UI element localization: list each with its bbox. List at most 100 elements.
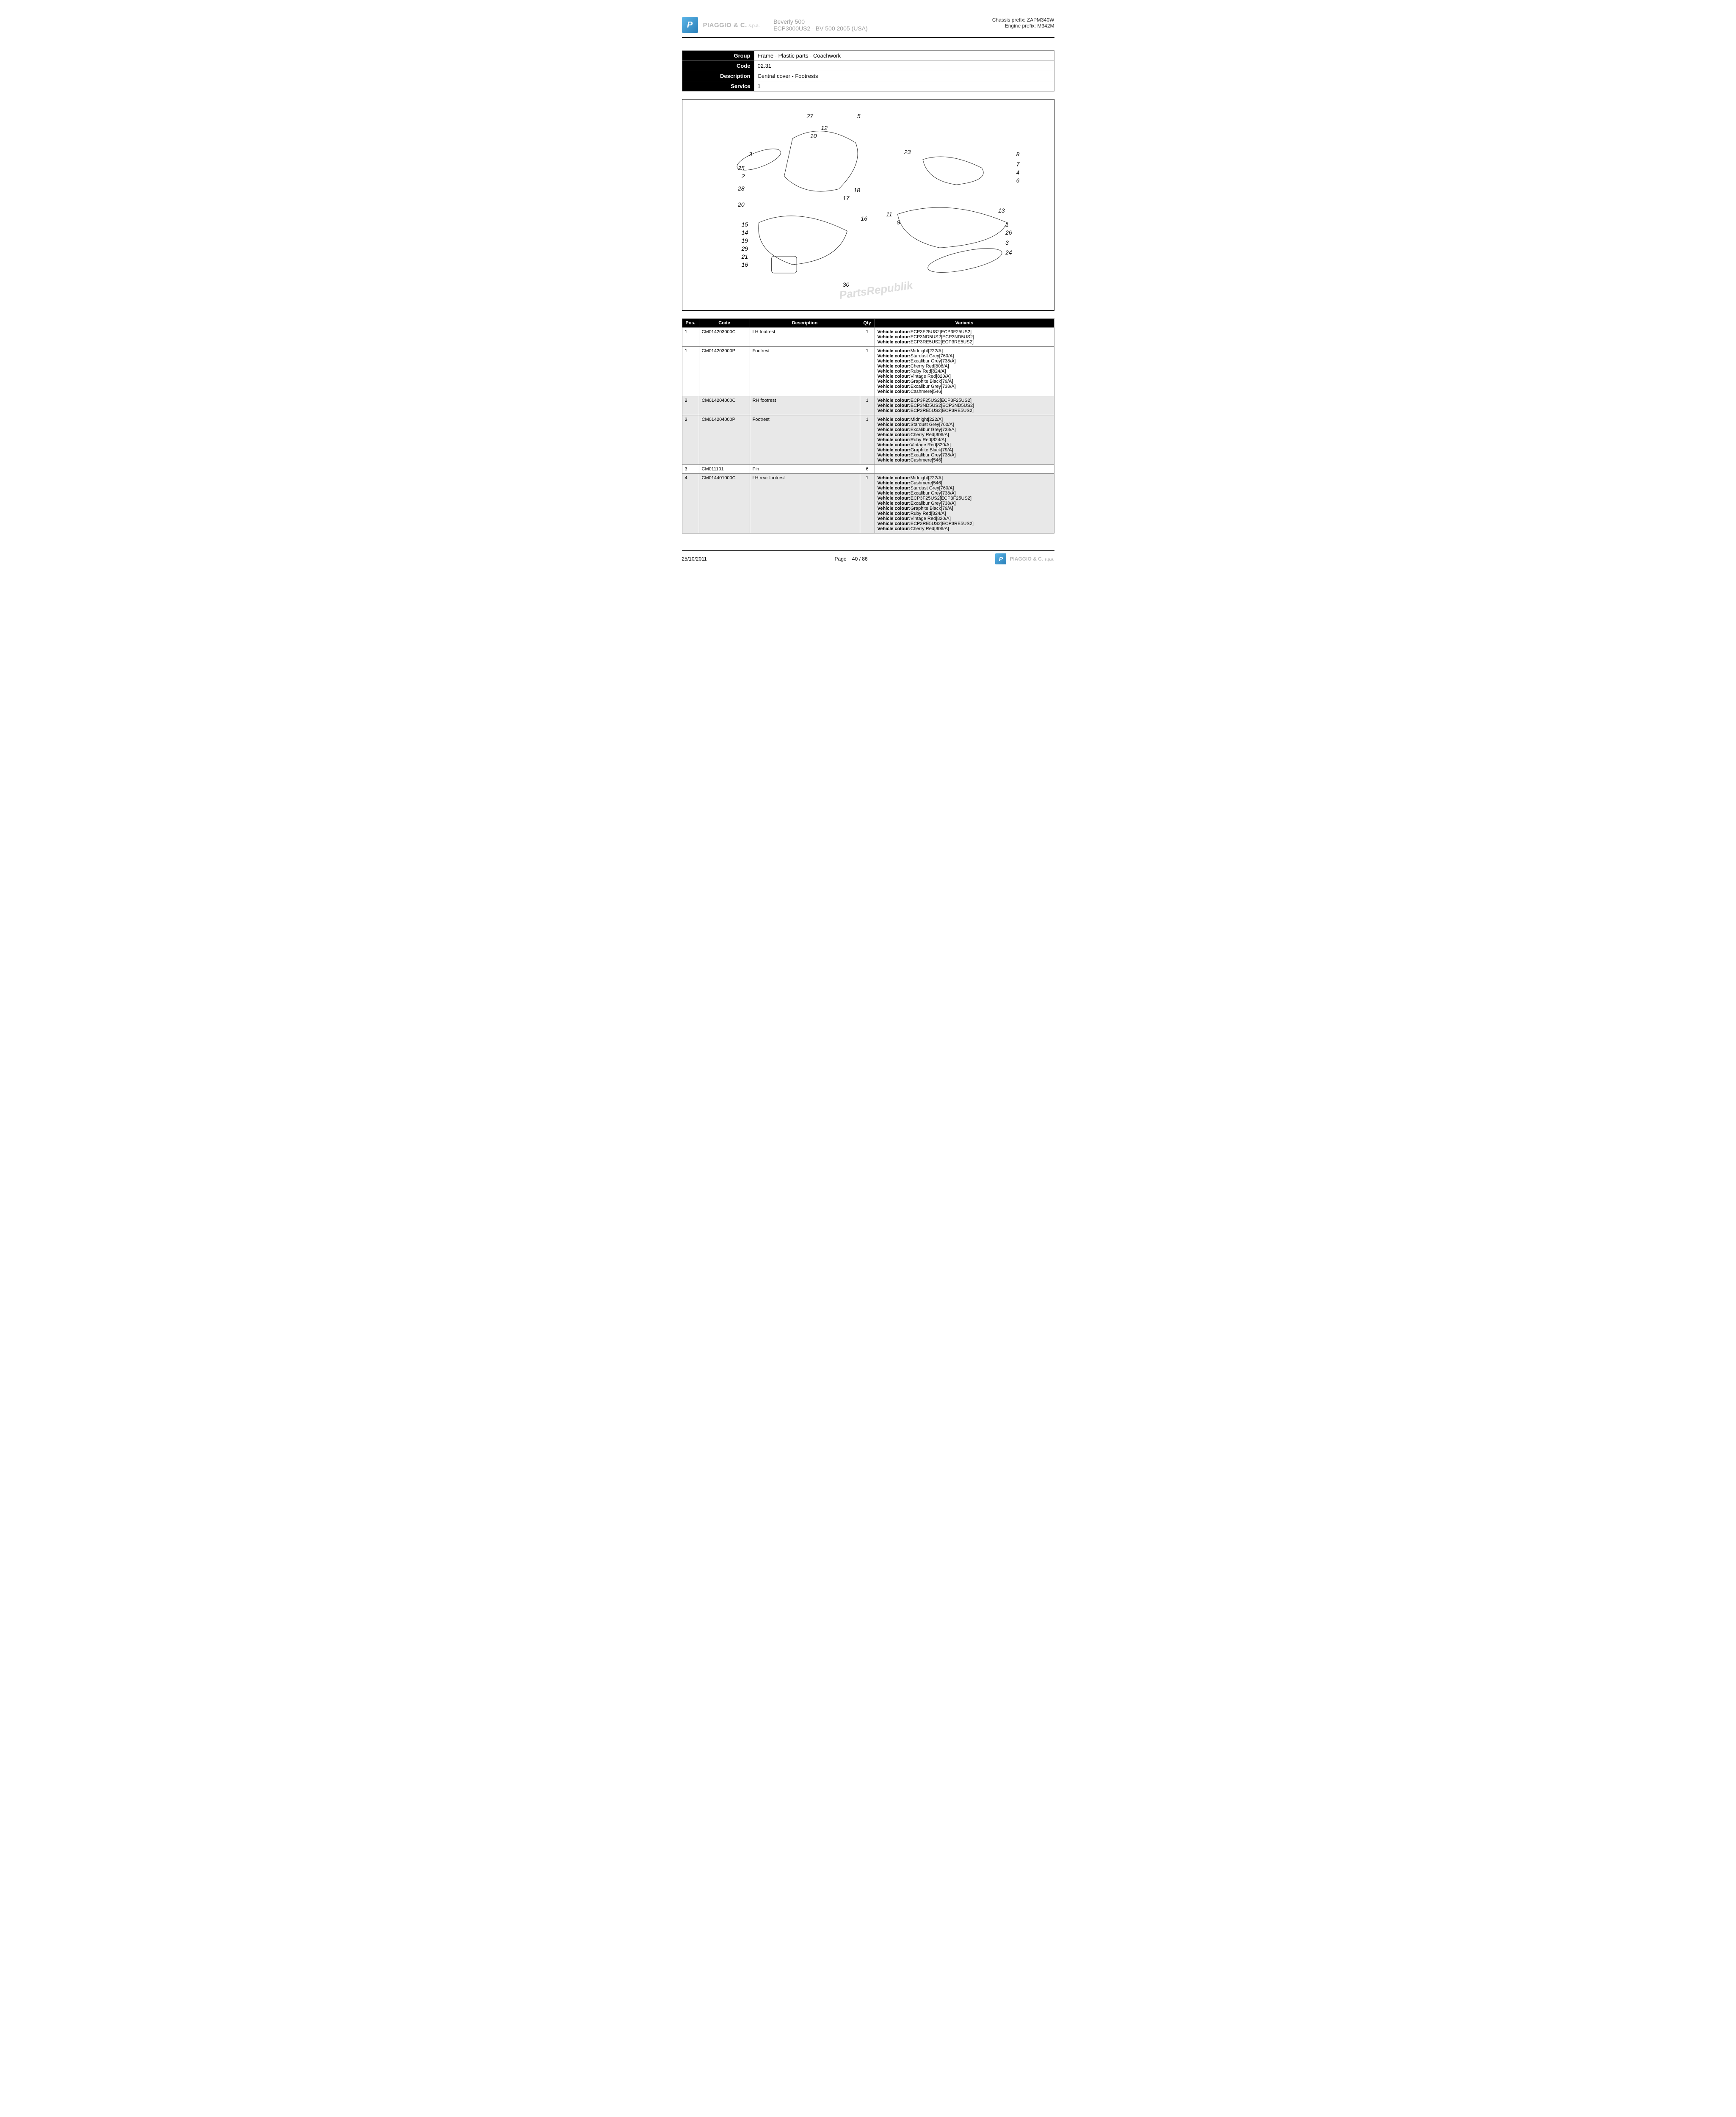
variant-value: Excalibur Grey[738/A] — [911, 384, 956, 389]
variant-key: Vehicle colour: — [878, 384, 911, 389]
engine-prefix-value: M342M — [1037, 23, 1054, 29]
variant-value: ECP3F25US2[ECP3F25US2] — [911, 496, 971, 501]
variant-key: Vehicle colour: — [878, 334, 911, 340]
variant-key: Vehicle colour: — [878, 398, 911, 403]
diagram-callout: 11 — [886, 211, 892, 218]
info-row-group: Group Frame - Plastic parts - Coachwork — [682, 51, 1054, 61]
variant-line: Vehicle colour:Excalibur Grey[738/A] — [878, 501, 1052, 506]
variant-key: Vehicle colour: — [878, 369, 911, 374]
variant-key: Vehicle colour: — [878, 486, 911, 491]
cell-code: CM014204000P — [699, 415, 750, 465]
cell-description: Footrest — [750, 347, 860, 396]
cell-pos: 3 — [682, 465, 699, 474]
variant-key: Vehicle colour: — [878, 458, 911, 463]
variant-value: Midnight[222/A] — [911, 475, 943, 481]
variant-line: Vehicle colour:Excalibur Grey[738/A] — [878, 359, 1052, 364]
cell-qty: 1 — [860, 396, 875, 415]
variant-key: Vehicle colour: — [878, 417, 911, 422]
variant-value: ECP3RE5US2[ECP3RE5US2] — [911, 340, 974, 345]
variant-line: Vehicle colour:Vintage Red[820/A] — [878, 516, 1052, 521]
variant-key: Vehicle colour: — [878, 432, 911, 437]
variant-value: Graphite Black[79/A] — [911, 506, 953, 511]
model-name: Beverly 500 — [773, 18, 868, 25]
table-row: 3CM011101Pin6 — [682, 465, 1054, 474]
diagram-callout: 20 — [738, 201, 745, 208]
variant-line: Vehicle colour:Vintage Red[820/A] — [878, 442, 1052, 448]
variant-value: Ruby Red[824/A] — [911, 369, 946, 374]
cell-variants: Vehicle colour:Midnight[222/A]Vehicle co… — [875, 415, 1054, 465]
variant-value: Ruby Red[824/A] — [911, 437, 946, 442]
variant-value: Excalibur Grey[738/A] — [911, 501, 956, 506]
diagram-callout: 2 — [742, 173, 745, 180]
cell-description: RH footrest — [750, 396, 860, 415]
variant-value: Cashmere[546] — [911, 389, 942, 394]
model-block: Beverly 500 ECP3000US2 - BV 500 2005 (US… — [773, 18, 868, 32]
diagram-callout: 30 — [843, 281, 850, 288]
diagram-callout: 14 — [742, 229, 748, 236]
parts-table-head: Pos. Code Description Qty Variants — [682, 319, 1054, 328]
variant-value: Vintage Red[820/A] — [911, 516, 951, 521]
diagram-callout: 12 — [821, 124, 828, 131]
chassis-prefix-value: ZAPM340W — [1027, 17, 1054, 23]
variant-key: Vehicle colour: — [878, 403, 911, 408]
variant-value: Stardust Grey[760/A] — [911, 486, 954, 491]
brand-name: PIAGGIO & C. — [703, 22, 747, 29]
footer-page: Page 40 / 86 — [835, 556, 868, 562]
diagram-callout: 16 — [861, 215, 867, 222]
variant-value: ECP3RE5US2[ECP3RE5US2] — [911, 408, 974, 413]
variant-value: Cashmere[546] — [911, 481, 942, 486]
col-header-qty: Qty — [860, 319, 875, 328]
page-header: P PIAGGIO & C. s.p.a. Beverly 500 ECP300… — [682, 17, 1054, 33]
diagram-callout: 17 — [843, 195, 850, 202]
cell-variants: Vehicle colour:Midnight[222/A]Vehicle co… — [875, 347, 1054, 396]
variant-line: Vehicle colour:ECP3ND5US2[ECP3ND5US2] — [878, 334, 1052, 340]
variant-value: ECP3F25US2[ECP3F25US2] — [911, 329, 971, 334]
variant-key: Vehicle colour: — [878, 521, 911, 526]
engine-prefix-line: Engine prefix: M342M — [992, 23, 1054, 29]
diagram-callout: 6 — [1016, 177, 1020, 184]
cell-variants: Vehicle colour:ECP3F25US2[ECP3F25US2]Veh… — [875, 328, 1054, 347]
diagram-callout: 16 — [742, 261, 748, 268]
exploded-diagram: PartsRepublik 27512103238746252281817201… — [682, 99, 1054, 311]
info-label-description: Description — [682, 71, 754, 81]
cell-description: Footrest — [750, 415, 860, 465]
variant-value: Vintage Red[820/A] — [911, 442, 951, 448]
info-table: Group Frame - Plastic parts - Coachwork … — [682, 50, 1054, 91]
variant-line: Vehicle colour:ECP3F25US2[ECP3F25US2] — [878, 329, 1052, 334]
variant-key: Vehicle colour: — [878, 379, 911, 384]
variant-value: Cherry Red[806/A] — [911, 526, 949, 531]
diagram-callout: 29 — [742, 245, 748, 252]
cell-code: CM014401000C — [699, 474, 750, 533]
diagram-callout: 7 — [1016, 161, 1020, 168]
variant-key: Vehicle colour: — [878, 364, 911, 369]
variant-line: Vehicle colour:ECP3ND5US2[ECP3ND5US2] — [878, 403, 1052, 408]
table-row: 4CM014401000CLH rear footrest1Vehicle co… — [682, 474, 1054, 533]
info-value-code: 02.31 — [754, 61, 1054, 71]
table-row: 2CM014204000CRH footrest1Vehicle colour:… — [682, 396, 1054, 415]
variant-key: Vehicle colour: — [878, 340, 911, 345]
cell-qty: 1 — [860, 328, 875, 347]
info-row-description: Description Central cover - Footrests — [682, 71, 1054, 81]
variant-line: Vehicle colour:Stardust Grey[760/A] — [878, 422, 1052, 427]
variant-line: Vehicle colour:Midnight[222/A] — [878, 417, 1052, 422]
cell-code: CM014204000C — [699, 396, 750, 415]
variant-key: Vehicle colour: — [878, 511, 911, 516]
variant-value: Cashmere[546] — [911, 458, 942, 463]
variant-value: Cherry Red[806/A] — [911, 364, 949, 369]
variant-value: Excalibur Grey[738/A] — [911, 453, 956, 458]
diagram-callout: 23 — [904, 149, 911, 155]
variant-line: Vehicle colour:Stardust Grey[760/A] — [878, 486, 1052, 491]
info-label-service: Service — [682, 81, 754, 91]
variant-line: Vehicle colour:Ruby Red[824/A] — [878, 369, 1052, 374]
piaggio-logo-icon: P — [995, 553, 1006, 564]
variant-line: Vehicle colour:Cherry Red[806/A] — [878, 364, 1052, 369]
variant-line: Vehicle colour:ECP3RE5US2[ECP3RE5US2] — [878, 408, 1052, 413]
variant-key: Vehicle colour: — [878, 506, 911, 511]
variant-key: Vehicle colour: — [878, 427, 911, 432]
brand-block: PIAGGIO & C. s.p.a. — [703, 22, 760, 29]
cell-pos: 2 — [682, 415, 699, 465]
info-label-group: Group — [682, 51, 754, 61]
cell-qty: 1 — [860, 347, 875, 396]
cell-variants — [875, 465, 1054, 474]
info-row-service: Service 1 — [682, 81, 1054, 91]
